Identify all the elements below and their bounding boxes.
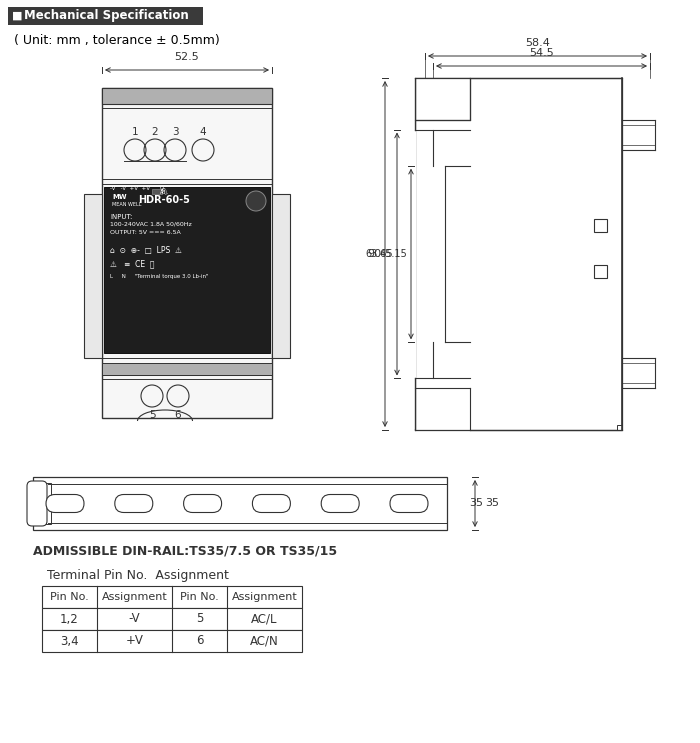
Bar	[33, 477, 447, 530]
Text: INPUT:: INPUT:	[110, 214, 132, 220]
Text: ( Unit: mm , tolerance ± 0.5mm): ( Unit: mm , tolerance ± 0.5mm)	[14, 34, 220, 47]
Text: Mechanical Specification: Mechanical Specification	[24, 10, 189, 22]
Text: HDR-60-5: HDR-60-5	[138, 195, 190, 205]
Text: Terminal Pin No.  Assignment: Terminal Pin No. Assignment	[47, 569, 229, 582]
Text: Adj.: Adj.	[160, 190, 169, 195]
Text: 35: 35	[485, 499, 499, 508]
FancyBboxPatch shape	[27, 481, 47, 526]
Text: 54.5: 54.5	[529, 48, 554, 58]
Text: -V: -V	[129, 612, 140, 626]
Text: ADMISSIBLE DIN-RAIL:TS35/7.5 OR TS35/15: ADMISSIBLE DIN-RAIL:TS35/7.5 OR TS35/15	[33, 544, 337, 557]
Text: MEAN WELL: MEAN WELL	[112, 202, 141, 207]
Bar	[414, 79, 416, 429]
Bar	[272, 194, 290, 358]
Bar	[33, 483, 51, 524]
Text: 4: 4	[199, 127, 206, 137]
Text: ⚠   ≡  CE  Ⓛ: ⚠ ≡ CE Ⓛ	[110, 259, 155, 268]
Text: 52.5: 52.5	[174, 52, 200, 62]
Text: 35: 35	[469, 499, 483, 508]
Text: 100-240VAC 1.8A 50/60Hz: 100-240VAC 1.8A 50/60Hz	[110, 222, 192, 227]
FancyBboxPatch shape	[321, 495, 359, 513]
Bar	[8, 7, 203, 25]
Bar	[415, 78, 470, 120]
Text: 90: 90	[367, 249, 381, 259]
Circle shape	[246, 191, 266, 211]
Text: Pin No.: Pin No.	[50, 592, 89, 602]
Text: 3,4: 3,4	[60, 635, 79, 647]
Text: ⌂  ⊙  ⊕-  □  LPS  ⚠: ⌂ ⊙ ⊕- □ LPS ⚠	[110, 246, 182, 255]
Bar	[102, 363, 272, 375]
Bar	[594, 219, 606, 233]
Bar	[415, 78, 622, 430]
Text: 2: 2	[152, 127, 158, 137]
Text: L     N     "Terminal torque 3.0 Lb-in": L N "Terminal torque 3.0 Lb-in"	[110, 274, 209, 279]
Text: Vo: Vo	[160, 187, 167, 192]
Text: AC/L: AC/L	[251, 612, 278, 626]
Text: ■: ■	[12, 11, 22, 21]
Text: 5: 5	[196, 612, 203, 626]
Bar	[102, 88, 272, 418]
Bar	[152, 189, 162, 194]
Bar	[42, 608, 302, 630]
Bar	[42, 586, 302, 608]
Text: MW: MW	[112, 194, 127, 200]
Text: OUTPUT: 5V === 6.5A: OUTPUT: 5V === 6.5A	[110, 230, 181, 235]
Text: Assignment: Assignment	[232, 592, 298, 602]
Text: 5: 5	[148, 410, 155, 420]
FancyBboxPatch shape	[183, 495, 222, 513]
Text: 6: 6	[196, 635, 203, 647]
Text: 45.15: 45.15	[379, 249, 407, 259]
Bar	[42, 630, 302, 652]
Text: 58.4: 58.4	[525, 38, 550, 48]
Text: 3: 3	[172, 127, 178, 137]
FancyBboxPatch shape	[46, 495, 84, 513]
Text: 6: 6	[175, 410, 181, 420]
Text: 1,2: 1,2	[60, 612, 79, 626]
Text: Assignment: Assignment	[102, 592, 167, 602]
Bar	[104, 187, 270, 353]
FancyBboxPatch shape	[253, 495, 290, 513]
Text: -V   -V  +V  +V: -V -V +V +V	[110, 186, 150, 191]
Text: +V: +V	[125, 635, 144, 647]
Bar	[102, 88, 272, 104]
Text: 63.65: 63.65	[365, 249, 393, 259]
Bar	[84, 194, 102, 358]
Bar	[617, 425, 622, 430]
FancyBboxPatch shape	[115, 495, 153, 513]
Bar	[594, 265, 606, 278]
Text: Pin No.: Pin No.	[180, 592, 219, 602]
Text: 1: 1	[132, 127, 139, 137]
Text: AC/N: AC/N	[250, 635, 279, 647]
FancyBboxPatch shape	[390, 495, 428, 513]
